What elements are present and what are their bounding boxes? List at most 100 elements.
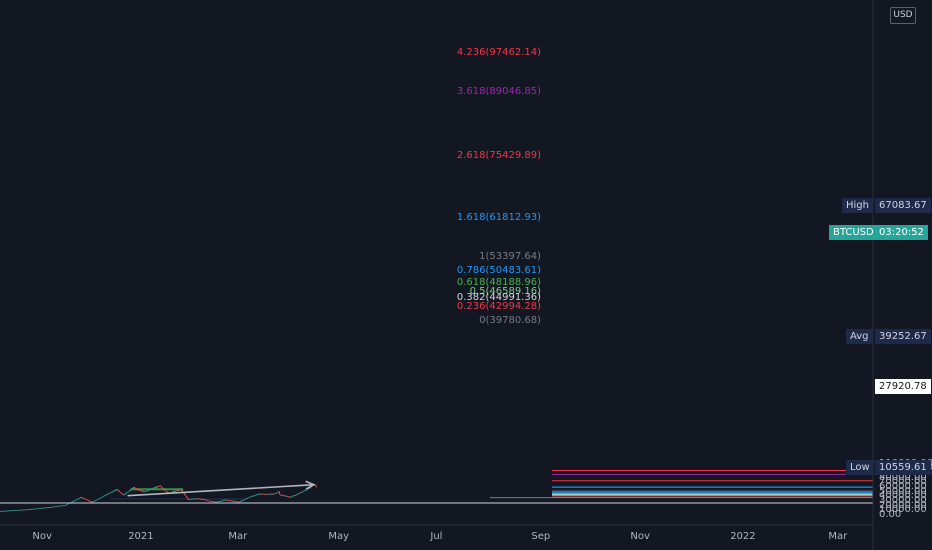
- candle-body: [150, 488, 151, 490]
- candle-body: [206, 499, 208, 501]
- candle-body: [240, 500, 242, 502]
- candle-body: [56, 506, 57, 508]
- candle-body: [108, 493, 110, 494]
- candle-body: [220, 500, 222, 502]
- candle-body: [134, 487, 136, 489]
- time-tick-label: Nov: [630, 531, 650, 542]
- candle-body: [109, 492, 111, 494]
- candle-body: [93, 501, 95, 502]
- candle-body: [244, 499, 245, 501]
- candle-body: [91, 501, 92, 503]
- candle-body: [273, 493, 275, 495]
- candle-body: [269, 493, 271, 495]
- candle-body: [184, 493, 186, 495]
- candle-body: [280, 494, 282, 496]
- candle-body: [217, 501, 219, 503]
- candle-body: [60, 505, 61, 507]
- candle-body: [72, 501, 74, 503]
- candle-body: [194, 498, 196, 500]
- candle-body: [87, 499, 88, 501]
- candle-body: [29, 509, 30, 510]
- candle-body: [209, 500, 211, 502]
- candle-body: [135, 488, 137, 490]
- candle-body: [5, 510, 7, 512]
- candle-body: [190, 498, 192, 500]
- candle-body: [254, 495, 256, 496]
- price-tick-label: 10000.00: [879, 504, 927, 516]
- candle-body: [92, 501, 94, 503]
- candle-body: [234, 501, 236, 503]
- candle-body: [122, 493, 124, 495]
- currency-button[interactable]: USD: [890, 7, 916, 24]
- candle-body: [40, 508, 42, 509]
- candle-body: [315, 486, 317, 488]
- candle-body: [31, 508, 33, 510]
- candle-body: [296, 494, 298, 496]
- candle-body: [11, 510, 12, 512]
- candle-body: [248, 496, 250, 498]
- distribution-zone: [130, 488, 184, 491]
- candle-body: [294, 495, 296, 497]
- candle-body: [224, 499, 226, 501]
- candle-body: [174, 491, 176, 492]
- candle-body: [145, 490, 147, 492]
- candle-body: [55, 506, 56, 508]
- candle-body: [137, 488, 139, 490]
- candle-body: [199, 498, 200, 500]
- support-value-tag: 27920.78: [875, 379, 931, 394]
- candle-body: [82, 498, 84, 499]
- candle-body: [110, 491, 112, 493]
- candle-body: [98, 498, 100, 500]
- candle-body: [61, 505, 63, 507]
- candle-body: [17, 509, 19, 511]
- candle-body: [43, 507, 45, 509]
- candle-body: [24, 509, 25, 511]
- candle-body: [102, 496, 104, 498]
- candle-body: [264, 494, 266, 495]
- candle-body: [46, 507, 47, 509]
- fib-extension-label: 2.618(75429.89): [456, 150, 541, 161]
- candle-body: [205, 499, 207, 501]
- fib-retracement-label: 0.236(42994.28): [456, 301, 541, 312]
- high-label-tag: High: [842, 198, 873, 213]
- candle-body: [57, 505, 59, 507]
- candle-body: [7, 510, 9, 512]
- candle-body: [223, 499, 225, 501]
- candle-body: [36, 508, 38, 510]
- candle-body: [235, 501, 237, 503]
- candle-body: [65, 504, 67, 506]
- candle-body: [155, 486, 157, 488]
- candle-body: [42, 507, 44, 509]
- candle-body: [34, 508, 36, 510]
- time-tick-label: Nov: [32, 531, 52, 542]
- candle-body: [126, 492, 128, 494]
- candle-body: [285, 495, 287, 497]
- candle-body: [99, 498, 101, 500]
- candle-body: [112, 491, 114, 493]
- candle-body: [228, 499, 230, 501]
- candle-body: [274, 493, 276, 495]
- low-label-tag: Low: [846, 460, 874, 475]
- candle-body: [67, 503, 69, 505]
- candle-body: [258, 493, 260, 495]
- candle-body: [114, 490, 115, 492]
- candle-body: [14, 510, 16, 511]
- candle-body: [218, 501, 220, 503]
- candle-body: [225, 499, 227, 501]
- candle-body: [51, 506, 52, 508]
- candle-body: [127, 491, 129, 493]
- candle-body: [309, 487, 311, 489]
- candle-body: [165, 490, 167, 492]
- candle-body: [90, 501, 92, 502]
- candle-body: [23, 509, 25, 511]
- candle-body: [25, 509, 27, 511]
- candle-body: [187, 498, 189, 500]
- candle-body: [75, 499, 77, 501]
- candle-body: [78, 498, 79, 500]
- candle-body: [141, 490, 143, 492]
- candle-body: [275, 492, 277, 494]
- candle-body: [30, 509, 32, 510]
- fib-retracement-label: 0.5(46589.16): [469, 286, 541, 297]
- candle-body: [149, 489, 151, 491]
